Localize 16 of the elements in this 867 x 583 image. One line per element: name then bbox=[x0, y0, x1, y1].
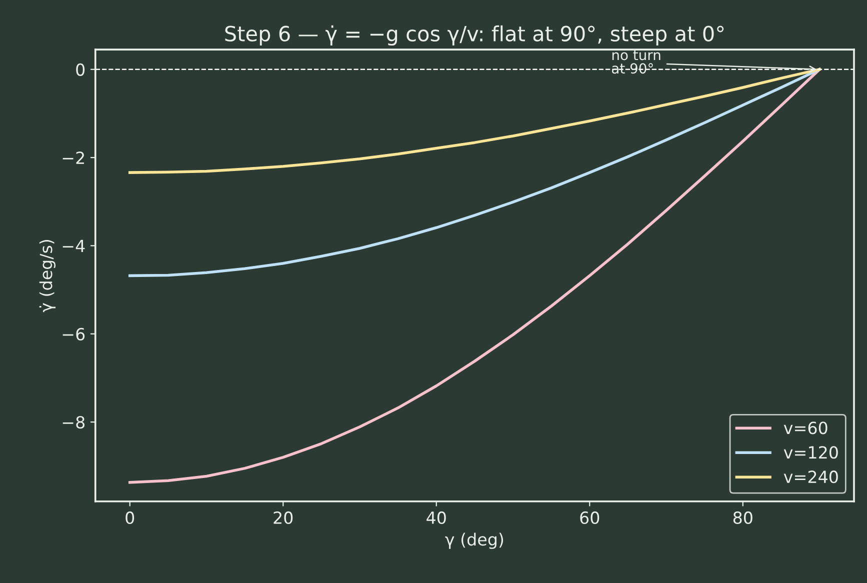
y-tick-label: −8 bbox=[62, 416, 85, 429]
x-tick-label: 20 bbox=[274, 511, 293, 524]
x-axis-title: γ (deg) bbox=[445, 532, 504, 549]
x-tick-label: 40 bbox=[426, 511, 446, 524]
y-axis-title: γ̇ (deg/s) bbox=[39, 240, 56, 312]
legend-label: v=60 bbox=[784, 422, 828, 434]
x-tick-label: 0 bbox=[126, 511, 134, 524]
x-tick-label: 60 bbox=[580, 511, 600, 524]
y-tick-label: −2 bbox=[62, 152, 84, 164]
chart-title: Step 6 — γ̇ = −g cos γ/v: flat at 90°, steep at 0° bbox=[225, 25, 724, 46]
legend-label: v=240 bbox=[784, 470, 838, 484]
legend-label: v=120 bbox=[784, 446, 838, 459]
y-tick-label: −4 bbox=[62, 240, 85, 252]
x-tick-label: 80 bbox=[733, 511, 752, 524]
y-tick-label: 0 bbox=[76, 63, 85, 76]
y-tick-label: −6 bbox=[62, 328, 85, 340]
